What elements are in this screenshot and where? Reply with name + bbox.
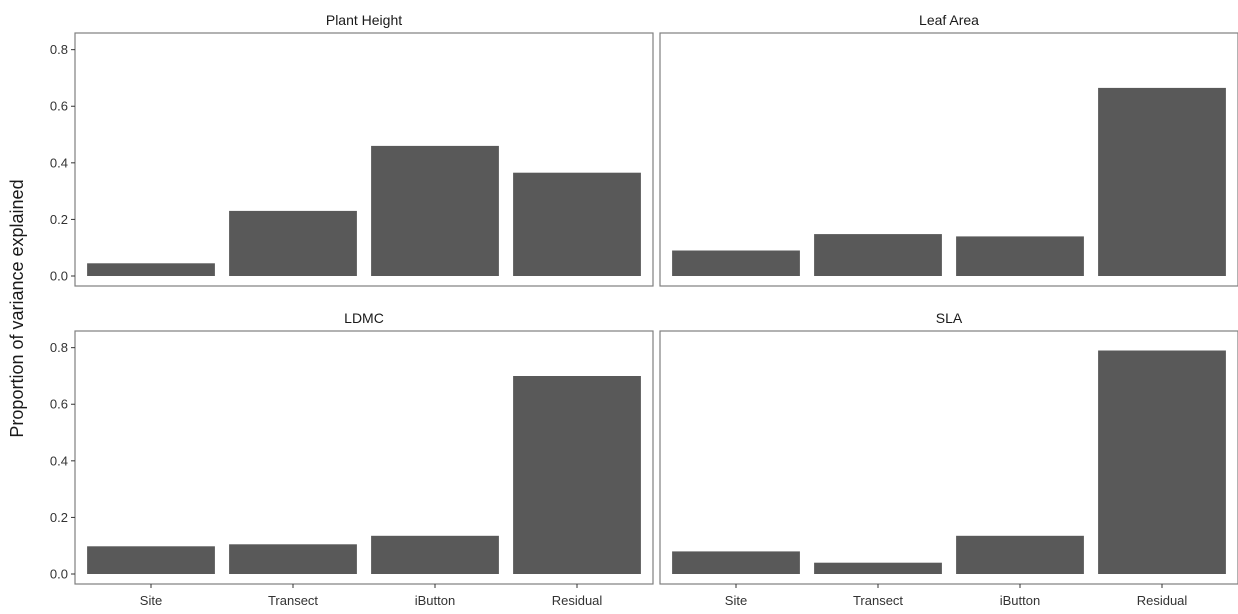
panel-border bbox=[659, 32, 1238, 287]
bar-residual bbox=[1098, 87, 1226, 277]
panel-border bbox=[659, 330, 1238, 585]
bar-site bbox=[672, 250, 800, 276]
x-tick-label: iButton bbox=[415, 593, 455, 608]
panel-border bbox=[74, 32, 654, 287]
bar-transect bbox=[229, 210, 357, 276]
y-tick-label: 0.8 bbox=[50, 42, 68, 57]
panel-border bbox=[74, 330, 654, 585]
x-tick-label: Residual bbox=[552, 593, 603, 608]
bar-residual bbox=[513, 376, 641, 574]
x-tick-label: Transect bbox=[853, 593, 903, 608]
x-tick-label: Site bbox=[725, 593, 747, 608]
bar-ibutton bbox=[956, 535, 1084, 574]
y-tick-label: 0.0 bbox=[50, 567, 68, 582]
bar-ibutton bbox=[371, 145, 499, 276]
panel-title: Leaf Area bbox=[919, 12, 979, 28]
bar-transect bbox=[814, 562, 942, 574]
y-tick-label: 0.4 bbox=[50, 155, 68, 170]
bar-ibutton bbox=[371, 535, 499, 574]
x-tick-label: iButton bbox=[1000, 593, 1040, 608]
bar-site bbox=[87, 546, 215, 574]
panel-title: Plant Height bbox=[326, 12, 402, 28]
y-tick-label: 0.6 bbox=[50, 99, 68, 114]
x-tick-label: Site bbox=[140, 593, 162, 608]
y-tick-label: 0.2 bbox=[50, 510, 68, 525]
y-tick-label: 0.6 bbox=[50, 397, 68, 412]
y-tick-label: 0.0 bbox=[50, 269, 68, 284]
y-tick-label: 0.2 bbox=[50, 212, 68, 227]
x-tick-label: Transect bbox=[268, 593, 318, 608]
bar-residual bbox=[513, 172, 641, 276]
y-axis-label: Proportion of variance explained bbox=[7, 179, 27, 437]
panel-title: LDMC bbox=[344, 310, 384, 326]
panel-title: SLA bbox=[936, 310, 963, 326]
bar-site bbox=[672, 551, 800, 574]
y-tick-label: 0.8 bbox=[50, 340, 68, 355]
x-tick-label: Residual bbox=[1137, 593, 1188, 608]
bar-ibutton bbox=[956, 236, 1084, 276]
bar-transect bbox=[229, 544, 357, 574]
bar-residual bbox=[1098, 350, 1226, 574]
y-tick-label: 0.4 bbox=[50, 453, 68, 468]
bar-transect bbox=[814, 234, 942, 276]
bar-site bbox=[87, 263, 215, 276]
